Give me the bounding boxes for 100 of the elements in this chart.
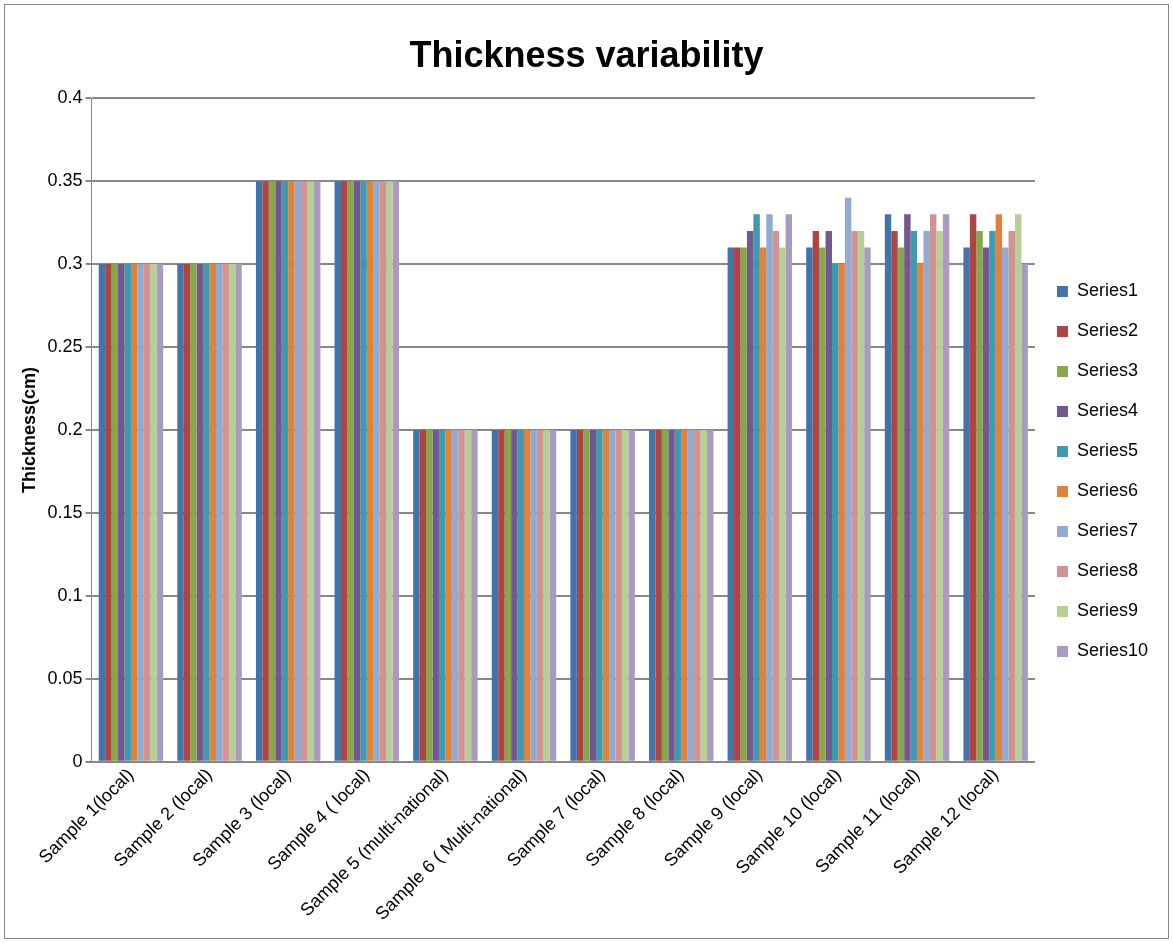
legend-label: Series2 (1076, 320, 1138, 341)
bar (419, 429, 427, 761)
bar (734, 247, 741, 761)
bar (655, 429, 662, 761)
bar (143, 264, 151, 761)
legend-label: Series4 (1076, 400, 1138, 421)
bar (819, 247, 826, 761)
legend-label: Series3 (1076, 360, 1138, 381)
bar (137, 264, 144, 761)
bar (936, 230, 943, 761)
bar (766, 214, 773, 761)
bar (615, 429, 622, 761)
bar (609, 429, 616, 761)
bar (844, 197, 852, 761)
bar (471, 429, 478, 761)
bar (812, 230, 820, 761)
bar (648, 429, 656, 761)
y-tick-label: 0.3 (57, 253, 83, 274)
bar (969, 214, 977, 761)
bar (281, 181, 289, 761)
bar (517, 429, 524, 761)
bar (910, 230, 918, 761)
legend-label: Series9 (1076, 600, 1138, 621)
bar (884, 214, 892, 761)
bar (334, 181, 341, 761)
bar (438, 429, 446, 761)
bar (864, 247, 871, 761)
bar (549, 429, 557, 761)
bar (491, 429, 499, 761)
y-tick-label: 0.4 (57, 87, 83, 108)
bar (740, 247, 747, 761)
bar (753, 214, 760, 761)
bar (228, 264, 236, 761)
bar (301, 181, 308, 761)
bar (98, 264, 106, 761)
bar (353, 181, 361, 761)
bar (156, 264, 164, 761)
bar (130, 264, 138, 761)
bar (589, 429, 597, 761)
bar (838, 264, 845, 761)
bar (806, 247, 813, 761)
bar (288, 181, 295, 761)
bar (379, 181, 387, 761)
bar (268, 181, 276, 761)
legend-label: Series7 (1076, 520, 1138, 541)
bar (530, 429, 537, 761)
bar (942, 214, 950, 761)
bar (779, 247, 786, 761)
bar (498, 429, 505, 761)
bar (621, 429, 629, 761)
y-tick-label: 0.1 (57, 584, 83, 605)
bar (851, 230, 858, 761)
bar (523, 429, 531, 761)
bar (982, 247, 990, 761)
bar (177, 264, 184, 761)
bar (386, 181, 393, 761)
bar (674, 429, 682, 761)
bar (707, 429, 714, 761)
y-axis-title: Thickness(cm) (18, 366, 39, 493)
bar (628, 429, 635, 761)
bar (426, 429, 433, 761)
bar (989, 230, 996, 761)
bar (668, 429, 675, 761)
bar (511, 429, 518, 761)
bar (583, 429, 590, 761)
bar (203, 264, 210, 761)
bar (596, 429, 603, 761)
bar (235, 264, 242, 761)
bar (570, 429, 577, 761)
bar (772, 230, 780, 761)
y-tick-label: 0.15 (47, 501, 83, 522)
bar (785, 214, 793, 761)
bar (366, 181, 374, 761)
bar (445, 429, 452, 761)
bar (976, 230, 983, 761)
legend-label: Series10 (1076, 640, 1148, 661)
bar (536, 429, 544, 761)
bar (413, 429, 420, 761)
bar (1021, 264, 1028, 761)
bar (255, 181, 263, 761)
legend-label: Series6 (1076, 480, 1138, 501)
y-tick-label: 0.05 (47, 667, 83, 688)
bar (111, 264, 119, 761)
bar (209, 264, 216, 761)
bar (831, 264, 839, 761)
bar (275, 181, 282, 761)
bar (458, 429, 465, 761)
legend-label: Series8 (1076, 560, 1138, 581)
bar (432, 429, 439, 761)
bar (857, 230, 865, 761)
bar (543, 429, 550, 761)
bar (825, 230, 832, 761)
bar (360, 181, 367, 761)
bar (897, 247, 905, 761)
y-tick-label: 0.2 (57, 418, 83, 439)
bar (904, 214, 911, 761)
legend-label: Series1 (1076, 280, 1138, 301)
bar (150, 264, 157, 761)
bar (687, 429, 695, 761)
bar (183, 264, 191, 761)
